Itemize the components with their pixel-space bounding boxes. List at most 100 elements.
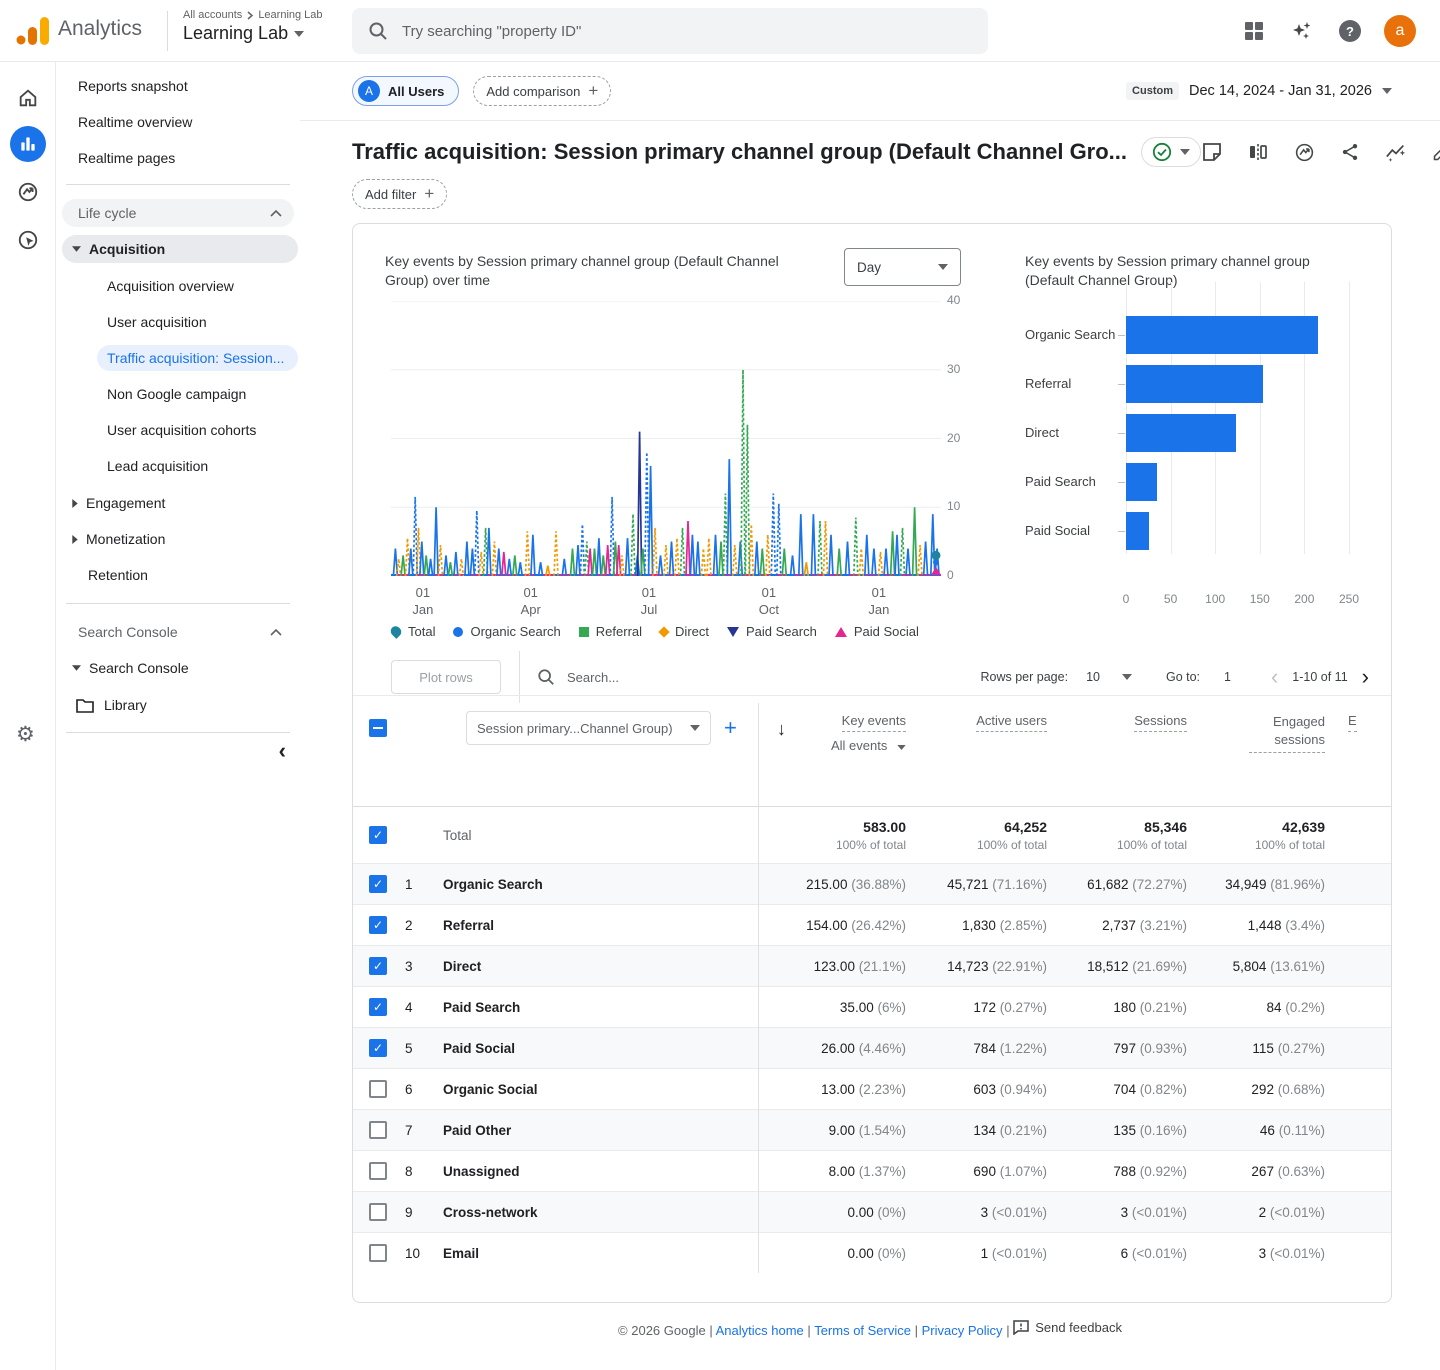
sidebar-item-library[interactable]: Library [76,692,300,718]
metric-cell: 2,737 (3.21%) [1047,918,1187,933]
row-checkbox[interactable]: ✓ [369,916,387,934]
column-header-active-users[interactable]: Active users [976,713,1047,732]
lifecycle-collection-header[interactable]: Life cycle [62,199,294,227]
edit-pencil-icon[interactable] [1431,141,1440,163]
bar [1126,512,1149,550]
plot-rows-button[interactable]: Plot rows [391,660,501,694]
row-checkbox[interactable]: ✓ [369,957,387,975]
dimension-dropdown[interactable]: Session primary...Channel Group) [466,711,711,745]
folder-icon [76,698,94,713]
legend-marker-balloon [389,624,404,639]
table-row: ✓5Paid Social26.00 (4.46%)784 (1.22%)797… [353,1027,1391,1068]
terms-of-service-link[interactable]: Terms of Service [814,1323,911,1338]
sidebar-item-reports-snapshot[interactable]: Reports snapshot [56,74,300,98]
insights-icon[interactable] [1293,141,1315,163]
select-all-checkbox[interactable] [369,719,387,737]
send-feedback-button[interactable]: Send feedback [1013,1320,1122,1335]
go-to-input[interactable]: 1 [1224,670,1231,684]
sidebar-item-retention[interactable]: Retention [62,561,300,589]
x-tick-label: 0 [1123,592,1130,606]
gemini-sparkle-icon[interactable] [1290,19,1314,43]
granularity-select[interactable]: Day [844,248,961,286]
caret-down-icon [72,246,81,252]
advertising-icon[interactable] [10,222,46,258]
apps-grid-icon[interactable] [1242,19,1266,43]
next-page-icon[interactable]: › [1356,664,1375,690]
table-toolbar: Plot rows Search... Rows per page: 10 Go… [353,659,1391,695]
rows-per-page-select[interactable]: 10 [1086,670,1100,684]
property-switcher[interactable]: Learning Lab [183,23,323,44]
row-checkbox[interactable] [369,1162,387,1180]
y-tick-label: 10 [947,499,977,513]
table-header: Session primary...Channel Group) + ↓ Key… [353,703,1391,807]
channel-name: Cross-network [443,1205,758,1220]
sidebar-item-user-acquisition[interactable]: User acquisition [97,309,300,335]
all-users-segment-chip[interactable]: A All Users [352,76,459,106]
explore-icon[interactable] [10,174,46,210]
row-checkbox[interactable] [369,1244,387,1262]
sidebar-item-traffic-acquisition[interactable]: Traffic acquisition: Session... [97,345,298,371]
privacy-policy-link[interactable]: Privacy Policy [922,1323,1003,1338]
row-checkbox[interactable] [369,1203,387,1221]
key-events-filter[interactable]: All events [758,738,906,753]
x-tick-label: 01Oct [749,584,789,618]
row-number: 3 [405,959,443,974]
check-circle-icon [1152,142,1172,162]
sidebar-item-lead-acquisition[interactable]: Lead acquisition [97,453,300,479]
row-number: 4 [405,1000,443,1015]
search-console-collection-header[interactable]: Search Console [62,618,294,646]
total-checkbox[interactable]: ✓ [369,826,387,844]
sidebar-item-engagement[interactable]: Engagement [62,489,300,517]
sidebar-item-acquisition-overview[interactable]: Acquisition overview [97,273,300,299]
metric-cell: 704 (0.82%) [1047,1082,1187,1097]
global-search[interactable] [352,8,988,54]
row-checkbox[interactable]: ✓ [369,1039,387,1057]
column-header-sessions[interactable]: Sessions [1134,713,1187,732]
table-row: ✓3Direct123.00 (21.1%)14,723 (22.91%)18,… [353,945,1391,986]
metric-cell: 1,830 (2.85%) [906,918,1047,933]
add-dimension-icon[interactable]: + [724,715,737,741]
search-icon [537,668,555,686]
row-checkbox[interactable] [369,1121,387,1139]
data-quality-badge[interactable] [1141,137,1201,167]
report-note-icon[interactable] [1201,141,1223,163]
column-header-clipped[interactable]: E [1348,713,1357,732]
sidebar-item-monetization[interactable]: Monetization [62,525,300,553]
collapse-sidebar-icon[interactable]: ‹ [279,738,286,764]
column-header-key-events[interactable]: Key events [842,713,906,732]
sidebar-item-realtime-overview[interactable]: Realtime overview [56,110,300,134]
analytics-home-link[interactable]: Analytics home [716,1323,804,1338]
breadcrumb[interactable]: All accounts Learning Lab [183,9,323,21]
top-app-bar: Analytics All accounts Learning Lab Lear… [0,0,1440,62]
admin-gear-icon[interactable]: ⚙ [16,722,35,747]
row-checkbox[interactable]: ✓ [369,875,387,893]
column-header-engaged-sessions[interactable]: Engaged sessions [1249,713,1325,753]
share-icon[interactable] [1339,141,1361,163]
compare-icon[interactable] [1247,141,1269,163]
table-search[interactable]: Search... [537,668,619,686]
caret-down-icon[interactable] [1122,674,1132,680]
add-comparison-button[interactable]: Add comparison + [473,76,611,106]
date-range-picker[interactable]: Custom Dec 14, 2024 - Jan 31, 2026 [1126,82,1392,100]
metric-cell: 35.00 (6%) [758,1000,906,1015]
metric-cell: 61,682 (72.27%) [1047,877,1187,892]
row-checkbox[interactable] [369,1080,387,1098]
reports-icon[interactable] [10,126,46,162]
help-icon[interactable]: ? [1338,19,1362,43]
divider [66,184,290,185]
ai-insights-icon[interactable] [1385,141,1407,163]
sidebar-item-search-console[interactable]: Search Console [62,654,300,682]
sidebar-item-user-acquisition-cohorts[interactable]: User acquisition cohorts [97,417,300,443]
search-input[interactable] [402,23,902,40]
prev-page-icon[interactable]: ‹ [1265,664,1284,690]
bar-category-label: Paid Search [1025,474,1096,489]
add-filter-button[interactable]: Add filter + [352,179,447,209]
sidebar-item-non-google-campaign[interactable]: Non Google campaign [97,381,300,407]
sidebar-item-acquisition[interactable]: Acquisition [62,235,298,263]
avatar[interactable]: a [1384,15,1416,47]
sidebar-item-realtime-pages[interactable]: Realtime pages [56,146,300,170]
row-checkbox[interactable]: ✓ [369,998,387,1016]
table-row: 8Unassigned8.00 (1.37%)690 (1.07%)788 (0… [353,1150,1391,1191]
analytics-logo[interactable] [16,17,50,45]
home-icon[interactable] [10,80,46,116]
